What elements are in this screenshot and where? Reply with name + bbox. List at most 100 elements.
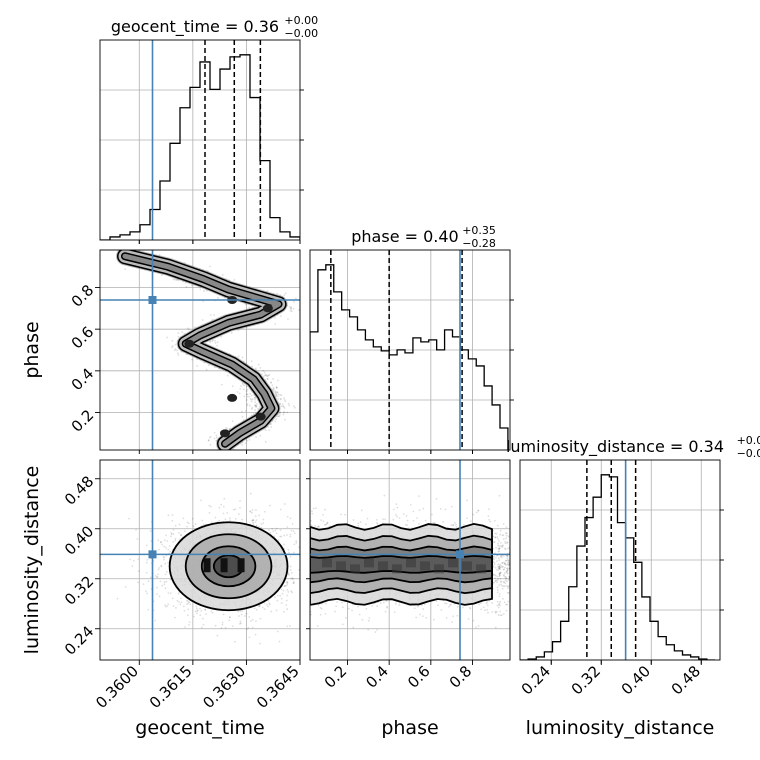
scatter-point xyxy=(160,565,163,568)
scatter-point xyxy=(226,511,229,514)
scatter-point xyxy=(283,585,286,588)
scatter-point xyxy=(249,492,252,495)
scatter-point xyxy=(283,397,285,399)
scatter-point xyxy=(216,341,219,344)
scatter-point xyxy=(276,395,279,398)
scatter-point xyxy=(323,508,326,511)
scatter-point xyxy=(156,575,159,578)
scatter-point xyxy=(163,583,166,586)
scatter-point xyxy=(289,569,292,571)
scatter-point xyxy=(320,519,322,521)
scatter-point xyxy=(187,600,190,603)
scatter-point xyxy=(286,594,288,597)
scatter-point xyxy=(498,559,501,562)
scatter-point xyxy=(223,497,226,500)
scatter-point xyxy=(239,620,242,623)
scatter-point xyxy=(259,367,262,369)
density-peak xyxy=(220,558,228,573)
scatter-point xyxy=(129,558,131,561)
scatter-point xyxy=(264,510,266,513)
scatter-point xyxy=(506,587,509,589)
density-peak xyxy=(237,558,245,573)
scatter-point xyxy=(352,519,355,521)
scatter-point xyxy=(229,519,232,522)
scatter-point xyxy=(234,508,237,511)
scatter-point xyxy=(248,616,251,618)
scatter-point xyxy=(243,395,246,398)
scatter-point xyxy=(250,394,253,397)
scatter-point xyxy=(202,523,205,526)
scatter-point xyxy=(282,405,285,408)
scatter-point xyxy=(295,297,297,300)
scatter-point xyxy=(166,605,169,607)
scatter-point xyxy=(276,391,279,394)
scatter-point xyxy=(260,526,263,529)
scatter-point xyxy=(279,394,282,396)
scatter-point xyxy=(116,597,119,600)
scatter-point xyxy=(186,521,189,524)
scatter-point xyxy=(220,383,223,386)
scatter-point xyxy=(146,592,148,595)
scatter-point xyxy=(293,551,295,554)
scatter-point xyxy=(160,274,163,276)
scatter-point xyxy=(289,517,292,520)
scatter-point xyxy=(201,617,204,620)
scatter-point xyxy=(177,354,180,356)
scatter-point xyxy=(374,631,377,633)
scatter-point xyxy=(188,621,191,624)
scatter-point xyxy=(174,539,177,542)
scatter-point xyxy=(209,341,212,344)
scatter-point xyxy=(292,582,295,585)
scatter-point xyxy=(238,513,240,516)
scatter-point xyxy=(497,567,500,569)
2d-geocent_time-phase-truth-marker xyxy=(148,296,157,304)
scatter-point xyxy=(276,292,279,295)
scatter-point xyxy=(186,327,189,330)
scatter-point xyxy=(176,599,179,602)
scatter-point xyxy=(500,554,502,557)
hist-luminosity_distance xyxy=(520,460,720,660)
scatter-point xyxy=(279,594,282,597)
scatter-point xyxy=(276,415,279,418)
scatter-point xyxy=(241,610,244,613)
scatter-point xyxy=(249,392,252,395)
scatter-point xyxy=(280,588,283,591)
scatter-point xyxy=(234,517,237,520)
scatter-point xyxy=(192,615,195,618)
2d-geocent_time-luminosity_distance-truth-marker xyxy=(148,550,157,559)
scatter-point xyxy=(267,599,270,602)
scatter-point xyxy=(506,569,509,572)
scatter-point xyxy=(472,513,475,516)
scatter-point xyxy=(246,393,249,396)
scatter-point xyxy=(286,583,289,586)
scatter-point xyxy=(499,572,501,575)
scatter-point xyxy=(488,508,490,511)
scatter-point xyxy=(249,397,252,400)
scatter-point xyxy=(270,610,273,613)
scatter-point xyxy=(277,415,280,418)
2d-geocent_time-phase-frame xyxy=(99,249,301,451)
scatter-point xyxy=(212,339,214,342)
scatter-point xyxy=(263,608,266,611)
scatter-point xyxy=(292,582,295,584)
density-peak xyxy=(262,304,273,313)
scatter-point xyxy=(439,507,442,510)
scatter-point xyxy=(278,640,281,643)
scatter-point xyxy=(184,626,186,628)
scatter-point xyxy=(270,381,272,384)
scatter-point xyxy=(280,394,283,397)
scatter-point xyxy=(281,592,284,595)
scatter-point xyxy=(287,402,290,405)
scatter-point xyxy=(248,306,250,309)
scatter-point xyxy=(494,566,497,569)
scatter-point xyxy=(351,609,353,612)
scatter-point xyxy=(270,426,273,428)
hist-geocent_time-title-sub: −0.00 xyxy=(284,27,318,40)
scatter-point xyxy=(264,374,267,377)
scatter-point xyxy=(263,374,266,377)
scatter-point xyxy=(167,548,170,551)
scatter-point xyxy=(246,388,249,391)
scatter-point xyxy=(154,574,157,577)
scatter-point xyxy=(283,534,286,537)
scatter-point xyxy=(275,532,278,535)
